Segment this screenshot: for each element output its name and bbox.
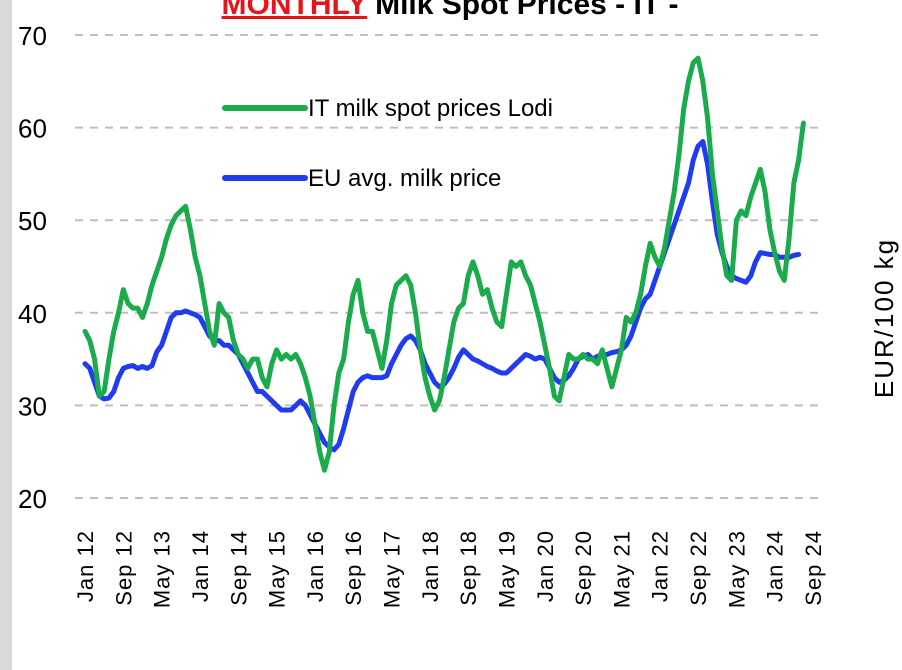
y-tick-label: 20 (18, 484, 47, 514)
x-tick-label: Sep 20 (571, 530, 596, 606)
x-tick-label: Sep 22 (686, 530, 711, 606)
y-axis-label: EUR/100 kg (869, 238, 899, 398)
legend-label: IT milk spot prices Lodi (308, 95, 553, 122)
y-tick-label: 70 (18, 21, 47, 51)
x-tick-label: May 15 (265, 530, 290, 608)
title-text: Milk Spot Prices - IT - (375, 0, 678, 21)
y-tick-label: 60 (18, 114, 47, 144)
x-tick-label: May 21 (609, 530, 634, 608)
y-tick-label: 30 (18, 391, 47, 421)
x-tick-label: Sep 12 (111, 530, 136, 606)
x-tick-label: Jan 22 (648, 530, 673, 602)
y-tick-label: 40 (18, 299, 47, 329)
x-tick-label: Sep 14 (226, 530, 251, 606)
x-tick-label: Jan 12 (73, 530, 98, 602)
x-tick-label: Jan 16 (303, 530, 328, 602)
line-series (82, 55, 806, 473)
x-tick-label: May 17 (380, 530, 405, 608)
side-strip (0, 0, 12, 670)
x-tick-label: Sep 24 (801, 530, 826, 606)
x-tick-label: Jan 18 (418, 530, 443, 602)
x-tick-label: Sep 18 (456, 530, 481, 606)
y-tick-label: 50 (18, 206, 47, 236)
title-highlight: MONTHLY (222, 0, 368, 21)
legend-label: EU avg. milk price (308, 165, 501, 192)
x-tick-label: May 13 (150, 530, 175, 608)
x-tick-label: May 23 (724, 530, 749, 608)
x-tick-label: Jan 14 (188, 530, 213, 602)
chart-title: MONTHLY Milk Spot Prices - IT - (222, 0, 679, 21)
x-tick-label: Jan 20 (533, 530, 558, 602)
x-tick-label: Sep 16 (341, 530, 366, 606)
x-tick-label: May 19 (494, 530, 519, 608)
x-tick-label: Jan 24 (763, 530, 788, 602)
